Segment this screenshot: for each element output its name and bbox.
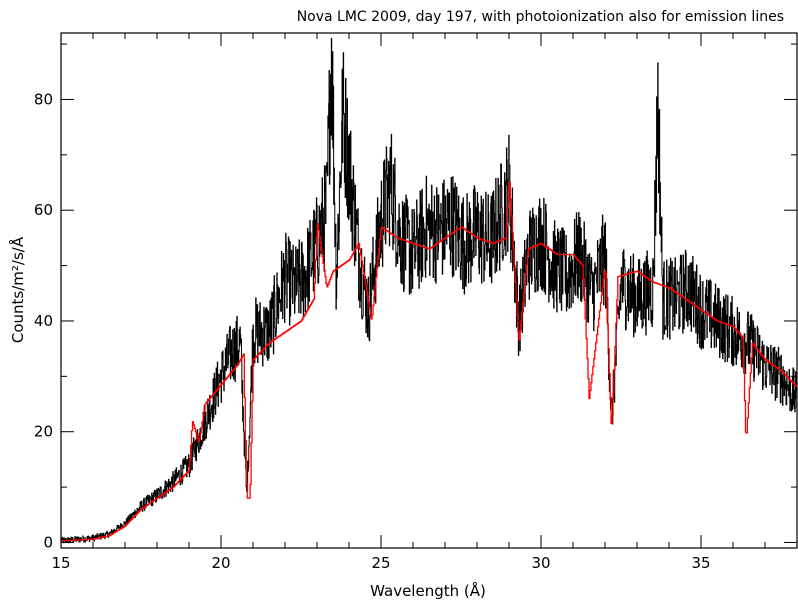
- series-layer: [61, 38, 797, 544]
- x-tick-label: 35: [691, 554, 710, 572]
- ticks-layer: 15 20 25 30 35 0 20 40 60 80: [34, 33, 798, 572]
- plot-frame: [60, 32, 798, 549]
- y-tick-label: 40: [34, 312, 53, 330]
- x-tick-label: 20: [211, 554, 230, 572]
- x-tick-label: 15: [51, 554, 70, 572]
- observed-spectrum-line: [61, 38, 797, 544]
- x-axis-title: Wavelength (Å): [370, 581, 486, 600]
- y-tick-label: 0: [43, 533, 53, 551]
- y-tick-label: 20: [34, 423, 53, 441]
- y-tick-label: 60: [34, 201, 53, 219]
- chart-title: Nova LMC 2009, day 197, with photoioniza…: [297, 9, 784, 25]
- x-tick-label: 25: [371, 554, 390, 572]
- y-tick-label: 80: [34, 90, 53, 108]
- y-axis-title: Counts/m²/s/Å: [8, 236, 27, 343]
- model-spectrum-line: [61, 181, 797, 542]
- x-tick-label: 30: [531, 554, 550, 572]
